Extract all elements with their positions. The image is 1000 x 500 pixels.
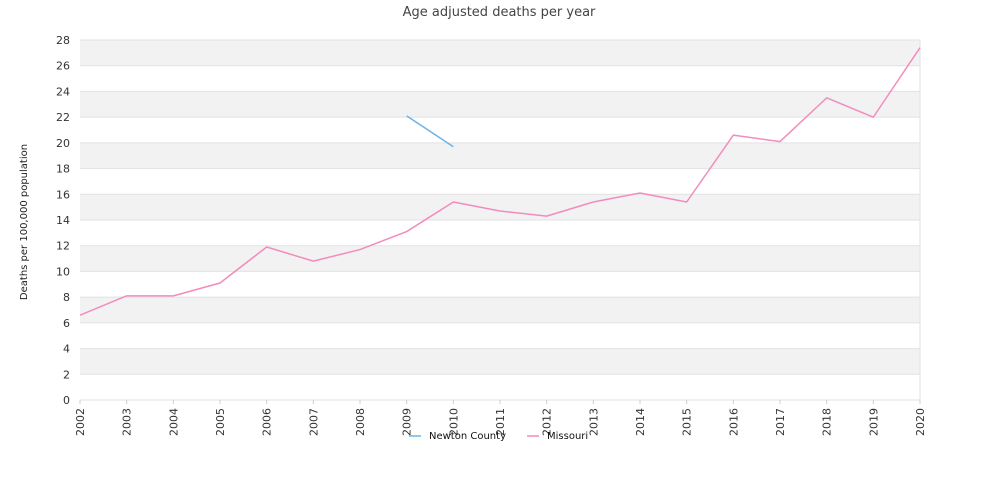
x-tick-label: 2017 (774, 408, 787, 436)
x-axis-ticks: 2002 2003 2004 2005 2006 2007 2008 2009 2010 2011… (74, 400, 927, 436)
legend-item-newton-county[interactable]: Newton County (409, 431, 506, 442)
plot-band (80, 271, 920, 298)
plot-band (80, 348, 920, 375)
series-lines (79, 47, 921, 316)
y-tick-label: 4 (63, 343, 70, 356)
x-tick-label: 2012 (541, 408, 554, 436)
x-tick-label: 2006 (261, 408, 274, 436)
x-tick-label: 2018 (821, 408, 834, 436)
y-tick-label: 10 (56, 265, 70, 278)
series-line-newton-county (406, 115, 454, 148)
chart-title: Age adjusted deaths per year (403, 5, 596, 20)
gridlines (80, 39, 921, 401)
plot-band (80, 65, 920, 92)
plot-band (80, 220, 920, 246)
plot-band (80, 40, 920, 66)
plot-band (80, 374, 920, 400)
plot-band (80, 117, 920, 143)
plot-band (80, 297, 920, 323)
plot-band (80, 168, 920, 195)
x-tick-label: 2019 (867, 408, 880, 436)
x-tick-label: 2004 (167, 408, 180, 436)
x-tick-label: 2009 (401, 408, 414, 436)
x-tick-label: 2014 (634, 408, 647, 436)
x-tick-label: 2003 (121, 408, 134, 436)
plot-band (80, 245, 920, 272)
legend[interactable]: Newton County Missouri (409, 431, 588, 442)
plot-background-bands (80, 40, 920, 400)
plot-band (80, 322, 920, 349)
x-tick-label: 2005 (214, 408, 227, 436)
y-tick-label: 8 (63, 291, 70, 304)
series-line-missouri (79, 47, 921, 316)
x-tick-label: 2010 (447, 408, 460, 436)
legend-label: Newton County (429, 431, 506, 442)
y-tick-label: 14 (56, 214, 70, 227)
y-tick-label: 20 (56, 137, 70, 150)
y-tick-label: 18 (56, 163, 70, 176)
y-axis-title: Deaths per 100,000 population (19, 144, 30, 300)
x-tick-label: 2011 (494, 408, 507, 436)
y-tick-label: 2 (63, 368, 70, 381)
y-tick-label: 28 (56, 34, 70, 47)
x-tick-label: 2016 (727, 408, 740, 436)
y-tick-label: 16 (56, 188, 70, 201)
y-tick-label: 6 (63, 317, 70, 330)
x-tick-label: 2015 (681, 408, 694, 436)
x-tick-label: 2007 (307, 408, 320, 436)
plot-band (80, 91, 920, 118)
y-tick-label: 0 (63, 394, 70, 407)
x-tick-label: 2020 (914, 408, 927, 436)
legend-item-missouri[interactable]: Missouri (527, 431, 588, 442)
x-tick-label: 2013 (587, 408, 600, 436)
x-tick-label: 2008 (354, 408, 367, 436)
plot-band (80, 194, 920, 220)
legend-label: Missouri (547, 431, 588, 442)
x-tick-label: 2002 (74, 408, 87, 436)
y-tick-label: 22 (56, 111, 70, 124)
y-tick-label: 12 (56, 240, 70, 253)
y-tick-label: 26 (56, 60, 70, 73)
y-tick-label: 24 (56, 85, 70, 98)
plot-band (80, 142, 920, 169)
